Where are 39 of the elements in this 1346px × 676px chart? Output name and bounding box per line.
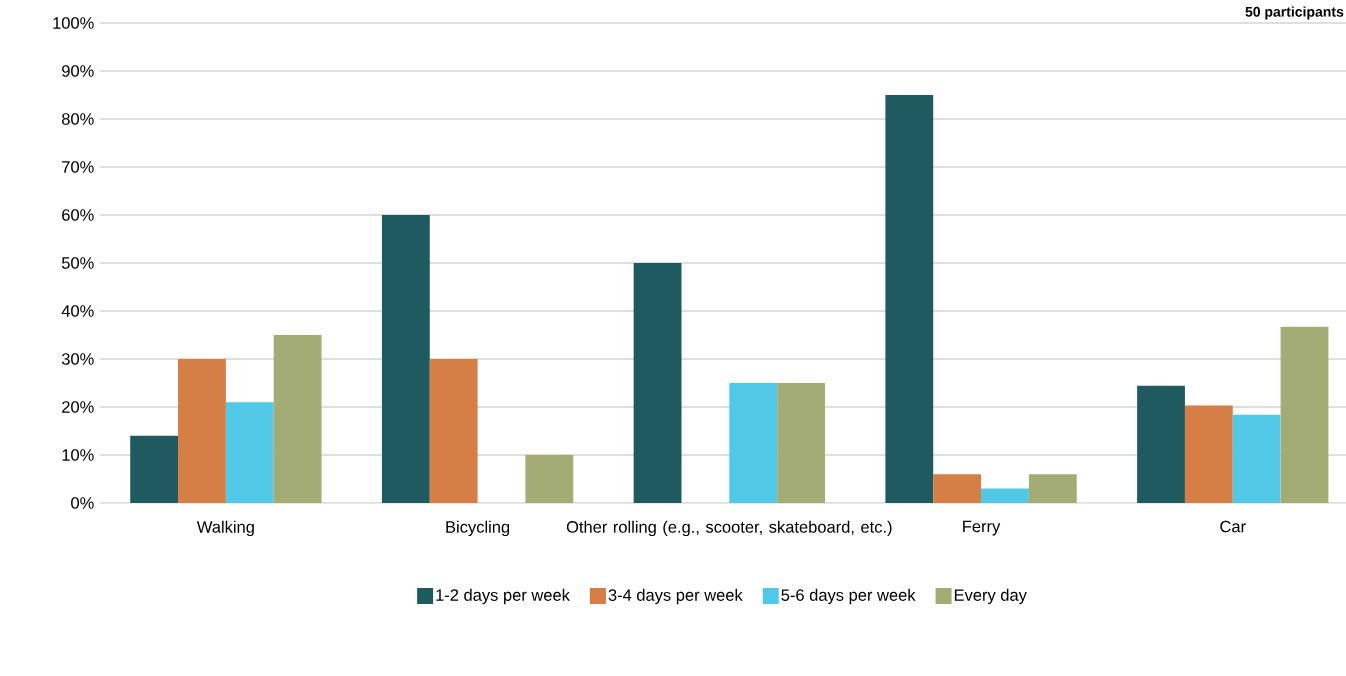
y-tick-label: 10% (62, 449, 94, 461)
bar (1280, 326, 1329, 503)
bar (633, 262, 682, 503)
y-tick-label: 90% (62, 65, 94, 77)
x-tick-label: Bicycling (446, 520, 510, 537)
y-tick-label: 100% (53, 17, 94, 29)
y-tick-label: 60% (62, 209, 94, 221)
y-tick-label: 40% (61, 305, 94, 317)
bar (130, 435, 179, 503)
bar (885, 94, 934, 503)
x-tick-label: Car (1220, 520, 1246, 533)
bar (777, 382, 825, 503)
bar (178, 358, 226, 503)
bar (1137, 385, 1185, 503)
y-tick-label: 70% (62, 161, 94, 173)
y-tick-label: 0% (71, 497, 94, 509)
legend-label: 5-6 days per week (781, 588, 916, 605)
legend-label: Every day (954, 588, 1027, 605)
bar (981, 488, 1029, 503)
legend-label: 3-4 days per week (608, 588, 743, 605)
bar (1232, 414, 1281, 503)
y-tick-label: 80% (62, 113, 94, 125)
y-tick-label: 50% (61, 257, 94, 269)
bar (525, 454, 574, 503)
bar (273, 334, 322, 503)
bar (381, 214, 430, 503)
bar (1028, 474, 1077, 503)
y-tick-label: 30% (61, 353, 94, 365)
text: 50 participants (1245, 6, 1344, 20)
bar (429, 358, 478, 503)
legend-label: 1-2 days per week (436, 588, 570, 605)
x-tick-label: Other rolling (e.g., scooter, skateboard, etc.) (566, 520, 892, 537)
x-tick-label: Ferry (963, 520, 1001, 536)
x-tick-label: Walking (196, 520, 254, 537)
bar (933, 474, 982, 503)
bar (729, 382, 778, 503)
bar (1184, 405, 1233, 503)
bar (225, 402, 274, 503)
y-tick-label: 20% (62, 401, 94, 413)
